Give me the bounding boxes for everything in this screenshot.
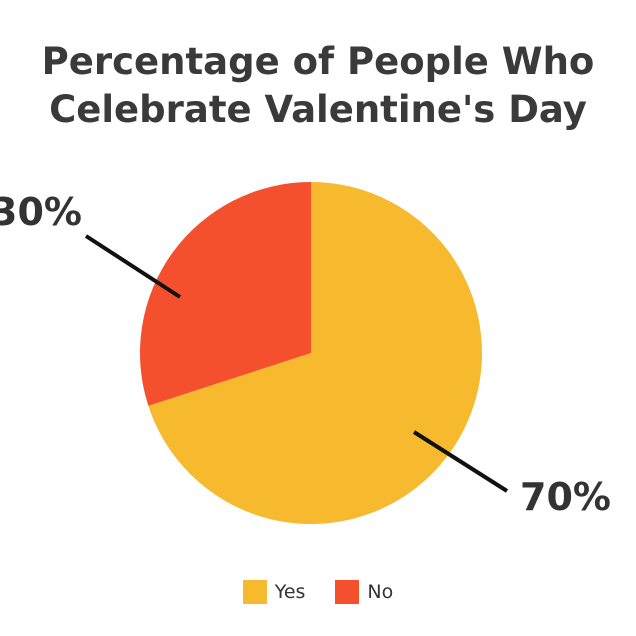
data-label-yes: 70%: [520, 475, 611, 519]
legend-item-yes: Yes: [242, 580, 306, 604]
leader-line-yes: [412, 430, 509, 493]
legend-swatch-yes: [242, 580, 267, 604]
legend-label-yes: Yes: [274, 581, 306, 603]
data-labels: 70% 30%: [0, 190, 611, 519]
leader-line-no: [84, 234, 182, 299]
pie-slices: [139, 182, 483, 524]
legend-item-no: No: [335, 580, 393, 604]
leader-lines: [84, 234, 509, 493]
pie-slice-yes: [148, 182, 483, 524]
legend-swatch-no: [335, 580, 360, 604]
chart-title-line-1: Percentage of People Who: [41, 40, 595, 83]
legend: Yes No: [0, 580, 636, 604]
chart-title: Percentage of People Who Celebrate Valen…: [0, 38, 636, 134]
legend-label-no: No: [367, 581, 394, 603]
data-label-no: 30%: [0, 190, 82, 234]
chart-title-line-2: Celebrate Valentine's Day: [49, 88, 587, 131]
pie-slice-no: [139, 182, 311, 406]
